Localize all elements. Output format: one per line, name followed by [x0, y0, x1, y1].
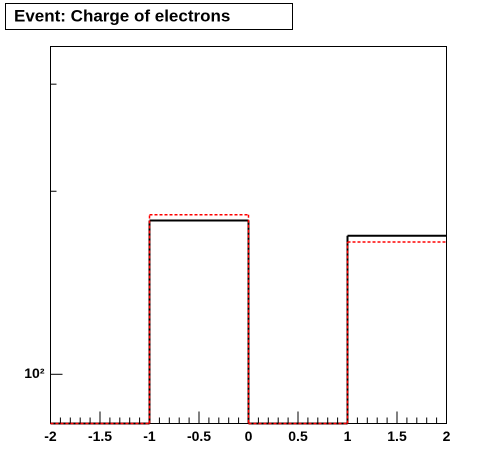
- x-tick-label: -0.5: [187, 428, 211, 444]
- title-box: [5, 3, 293, 30]
- chart-title: Event: Charge of electrons: [14, 6, 230, 25]
- x-tick-label: 1: [344, 428, 352, 444]
- y-tick-label: 10²: [24, 365, 45, 381]
- x-tick-label: 0.5: [288, 428, 308, 444]
- x-tick-label: -1: [143, 428, 156, 444]
- x-tick-label: 2: [443, 428, 451, 444]
- x-tick-label: -1.5: [88, 428, 112, 444]
- x-tick-label: -2: [44, 428, 57, 444]
- x-tick-label: 0: [245, 428, 253, 444]
- x-tick-label: 1.5: [387, 428, 407, 444]
